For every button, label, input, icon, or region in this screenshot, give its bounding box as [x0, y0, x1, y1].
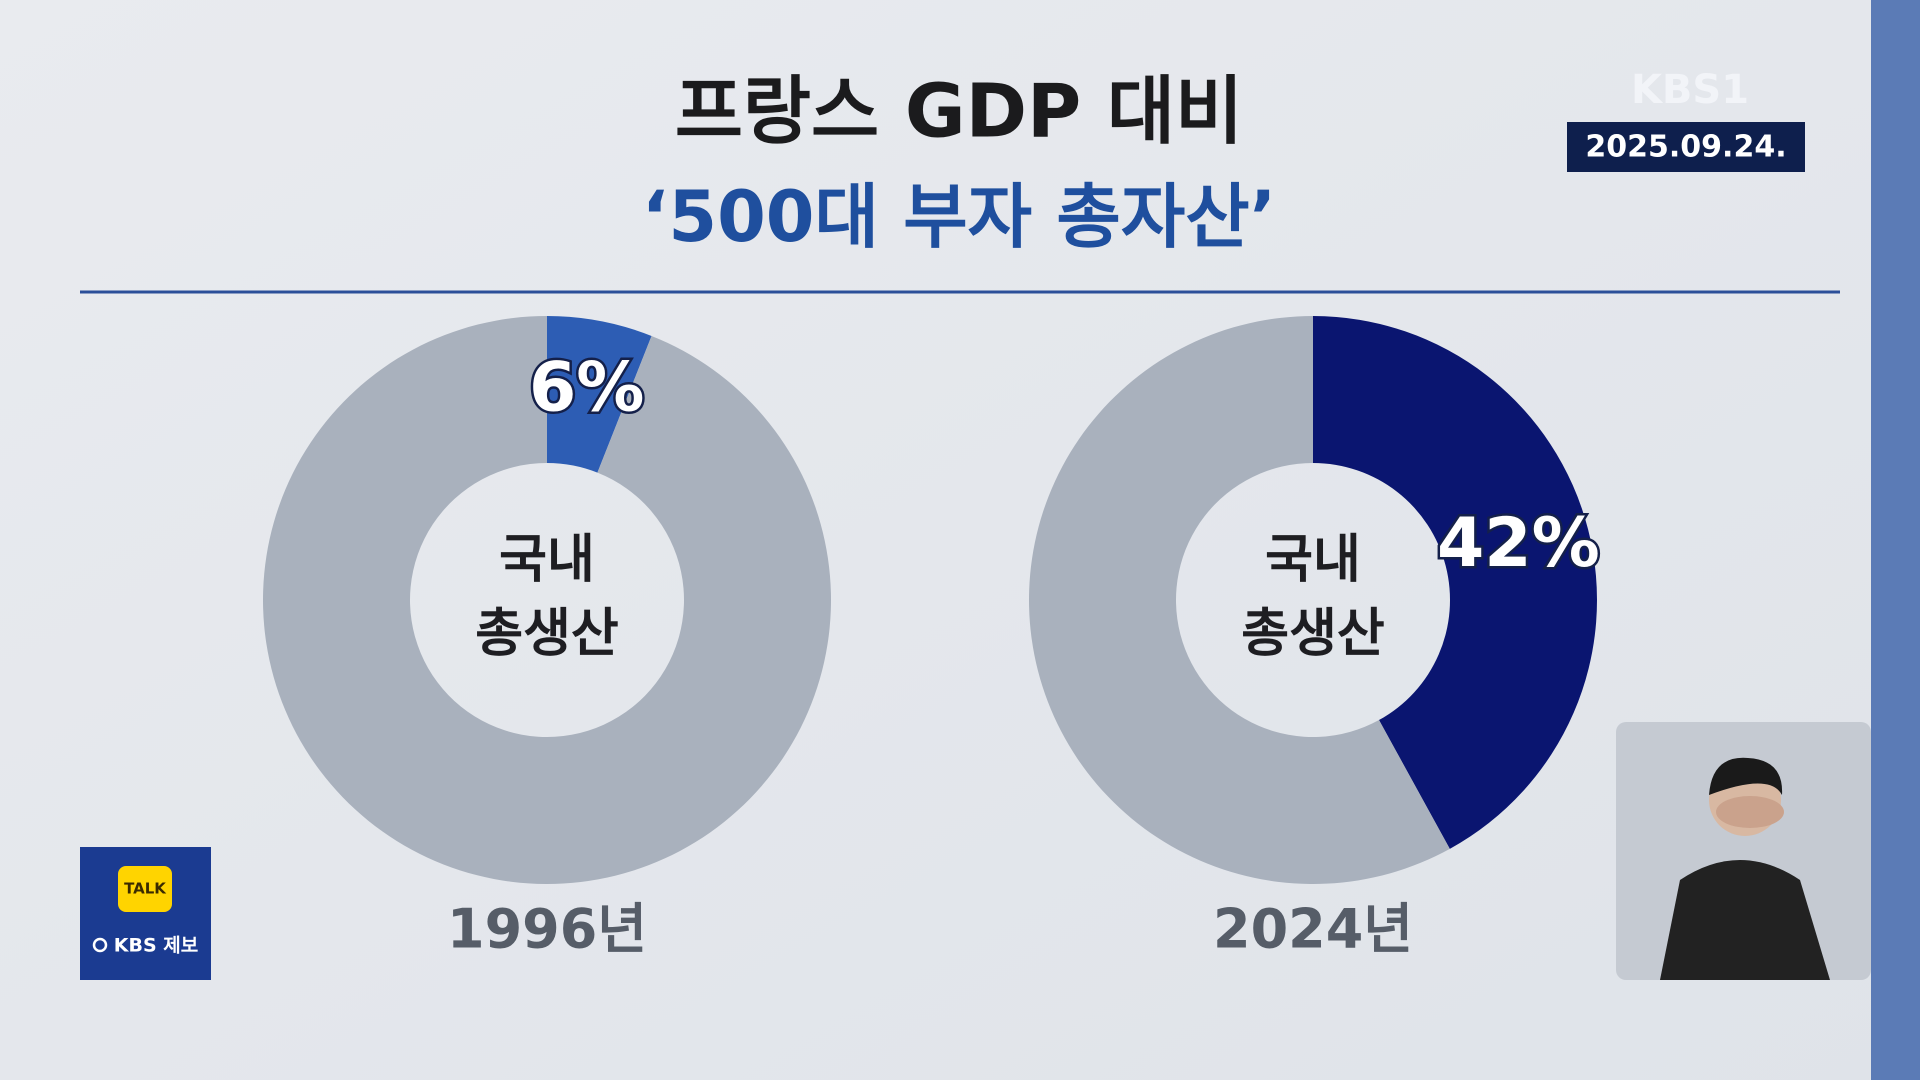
search-icon: [92, 937, 108, 953]
logo: KBS1: [1631, 67, 1749, 113]
value-label: 6%: [529, 348, 644, 427]
year-label: 2024년: [1213, 898, 1413, 961]
side-bar: [1871, 0, 1920, 1080]
year-label: 1996년: [447, 898, 647, 961]
talk-text: TALK: [124, 880, 167, 898]
signer-hair: [1709, 757, 1783, 795]
subtitle: ‘500대 부자 총자산’: [642, 176, 1276, 258]
donut-slice: [547, 316, 652, 473]
donut-slice: [1028, 316, 1450, 884]
center-label: 총생산: [475, 604, 619, 664]
tip-label: KBS 제보: [114, 935, 198, 957]
donut-slice: [262, 316, 831, 884]
center-label: 총생산: [1241, 604, 1385, 664]
center-label: 국내: [1265, 530, 1361, 590]
sign-language-inset: [1616, 722, 1871, 980]
center-label: 국내: [499, 530, 595, 590]
signer-body: [1660, 860, 1830, 980]
talk-icon: [118, 866, 172, 912]
value-label: 42%: [1437, 504, 1600, 583]
signer-hand: [1716, 796, 1784, 828]
donut-slice: [1313, 316, 1597, 849]
date: 2025.09.24.: [1585, 130, 1786, 165]
date-box: [1567, 122, 1805, 172]
title: 프랑스 GDP 대비: [675, 69, 1243, 155]
